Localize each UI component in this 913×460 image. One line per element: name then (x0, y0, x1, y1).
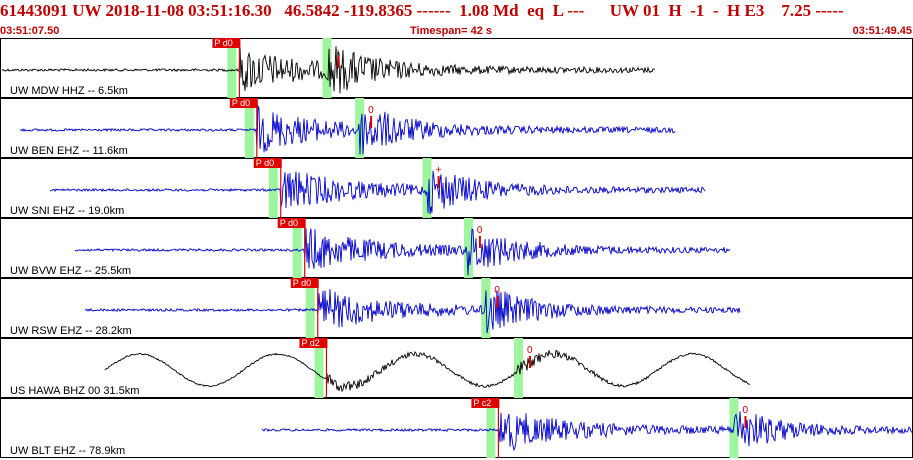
p-pick-label: P d0 (256, 158, 274, 168)
p-pick-flag (299, 338, 328, 348)
waveform-trace (261, 411, 913, 452)
s-window (355, 98, 365, 158)
s-window (322, 38, 332, 98)
p-pick-flag (277, 218, 306, 228)
s-pick-weight: 0 (368, 105, 374, 116)
waveform-trace (19, 104, 676, 155)
trace-labels: UW MDW HHZ -- 6.5km UW BEN EHZ -- 11.6km U… (10, 85, 139, 457)
s-pick-weight: 0 (742, 405, 748, 416)
trace-label: US HAWA BHZ 00 31.5km (10, 385, 139, 397)
p-pick-label: P c2 (473, 398, 491, 408)
event-header: 61443091 UW 2018-11-08 03:51:16.30 46.58… (0, 1, 844, 20)
p-window (227, 38, 237, 98)
s-pick-weight: - (335, 45, 338, 56)
trace-label: UW SNI EHZ -- 19.0km (10, 205, 124, 217)
s-pick-weight: 0 (477, 225, 483, 236)
trace-label: UW RSW EHZ -- 28.2km (10, 325, 132, 337)
p-pick-flag (212, 38, 241, 48)
s-window (422, 158, 432, 218)
trace-frame (0, 158, 913, 218)
p-window (305, 278, 315, 338)
s-window (463, 218, 473, 278)
p-pick-label: P d0 (232, 98, 250, 108)
p-window (292, 218, 302, 278)
waveform-trace (49, 170, 706, 215)
p-pick-label: P d0 (280, 218, 298, 228)
phase-picks: P d0 - P d0 0 P d0 + P d0 0 P d0 0 P d2 0 P c2 0 (212, 38, 748, 458)
trace-frame (0, 218, 913, 278)
trace-label: UW BLT EHZ -- 78.9km (10, 445, 125, 457)
waveform-trace (104, 349, 751, 393)
waveforms (1, 46, 913, 452)
p-window (244, 98, 254, 158)
s-window (513, 338, 523, 398)
p-window (268, 158, 278, 218)
waveform-trace (1, 46, 656, 94)
trace-frame (0, 38, 913, 98)
s-window (481, 278, 491, 338)
p-pick-label: P d2 (301, 338, 319, 348)
p-window (486, 398, 496, 458)
p-pick-flag (290, 278, 319, 288)
s-pick-weight: + (436, 165, 442, 176)
timespan-label: Timespan= 42 s (410, 25, 493, 37)
p-pick-flag (471, 398, 500, 408)
p-pick-label: P d0 (293, 278, 311, 288)
p-pick-flag (253, 158, 282, 168)
trace-frame (0, 98, 913, 158)
start-time-label: 03:51:07.50 (0, 25, 60, 37)
end-time-label: 03:51:49.45 (852, 25, 912, 37)
p-pick-flag (229, 98, 258, 108)
waveform-trace (74, 228, 731, 276)
trace-label: UW BVW EHZ -- 25.5km (10, 265, 131, 277)
seismogram-panel: P d0 - P d0 0 P d0 + P d0 0 P d0 0 P d2 0 P c2 0 UW M… (0, 38, 913, 458)
p-pick-label: P d0 (214, 38, 232, 48)
waveform-trace (84, 289, 741, 334)
trace-label: UW MDW HHZ -- 6.5km (10, 85, 128, 97)
trace-label: UW BEN EHZ -- 11.6km (10, 145, 128, 157)
p-window (314, 338, 324, 398)
s-pick-weight: 0 (494, 285, 500, 296)
s-pick-weight: 0 (527, 345, 533, 356)
